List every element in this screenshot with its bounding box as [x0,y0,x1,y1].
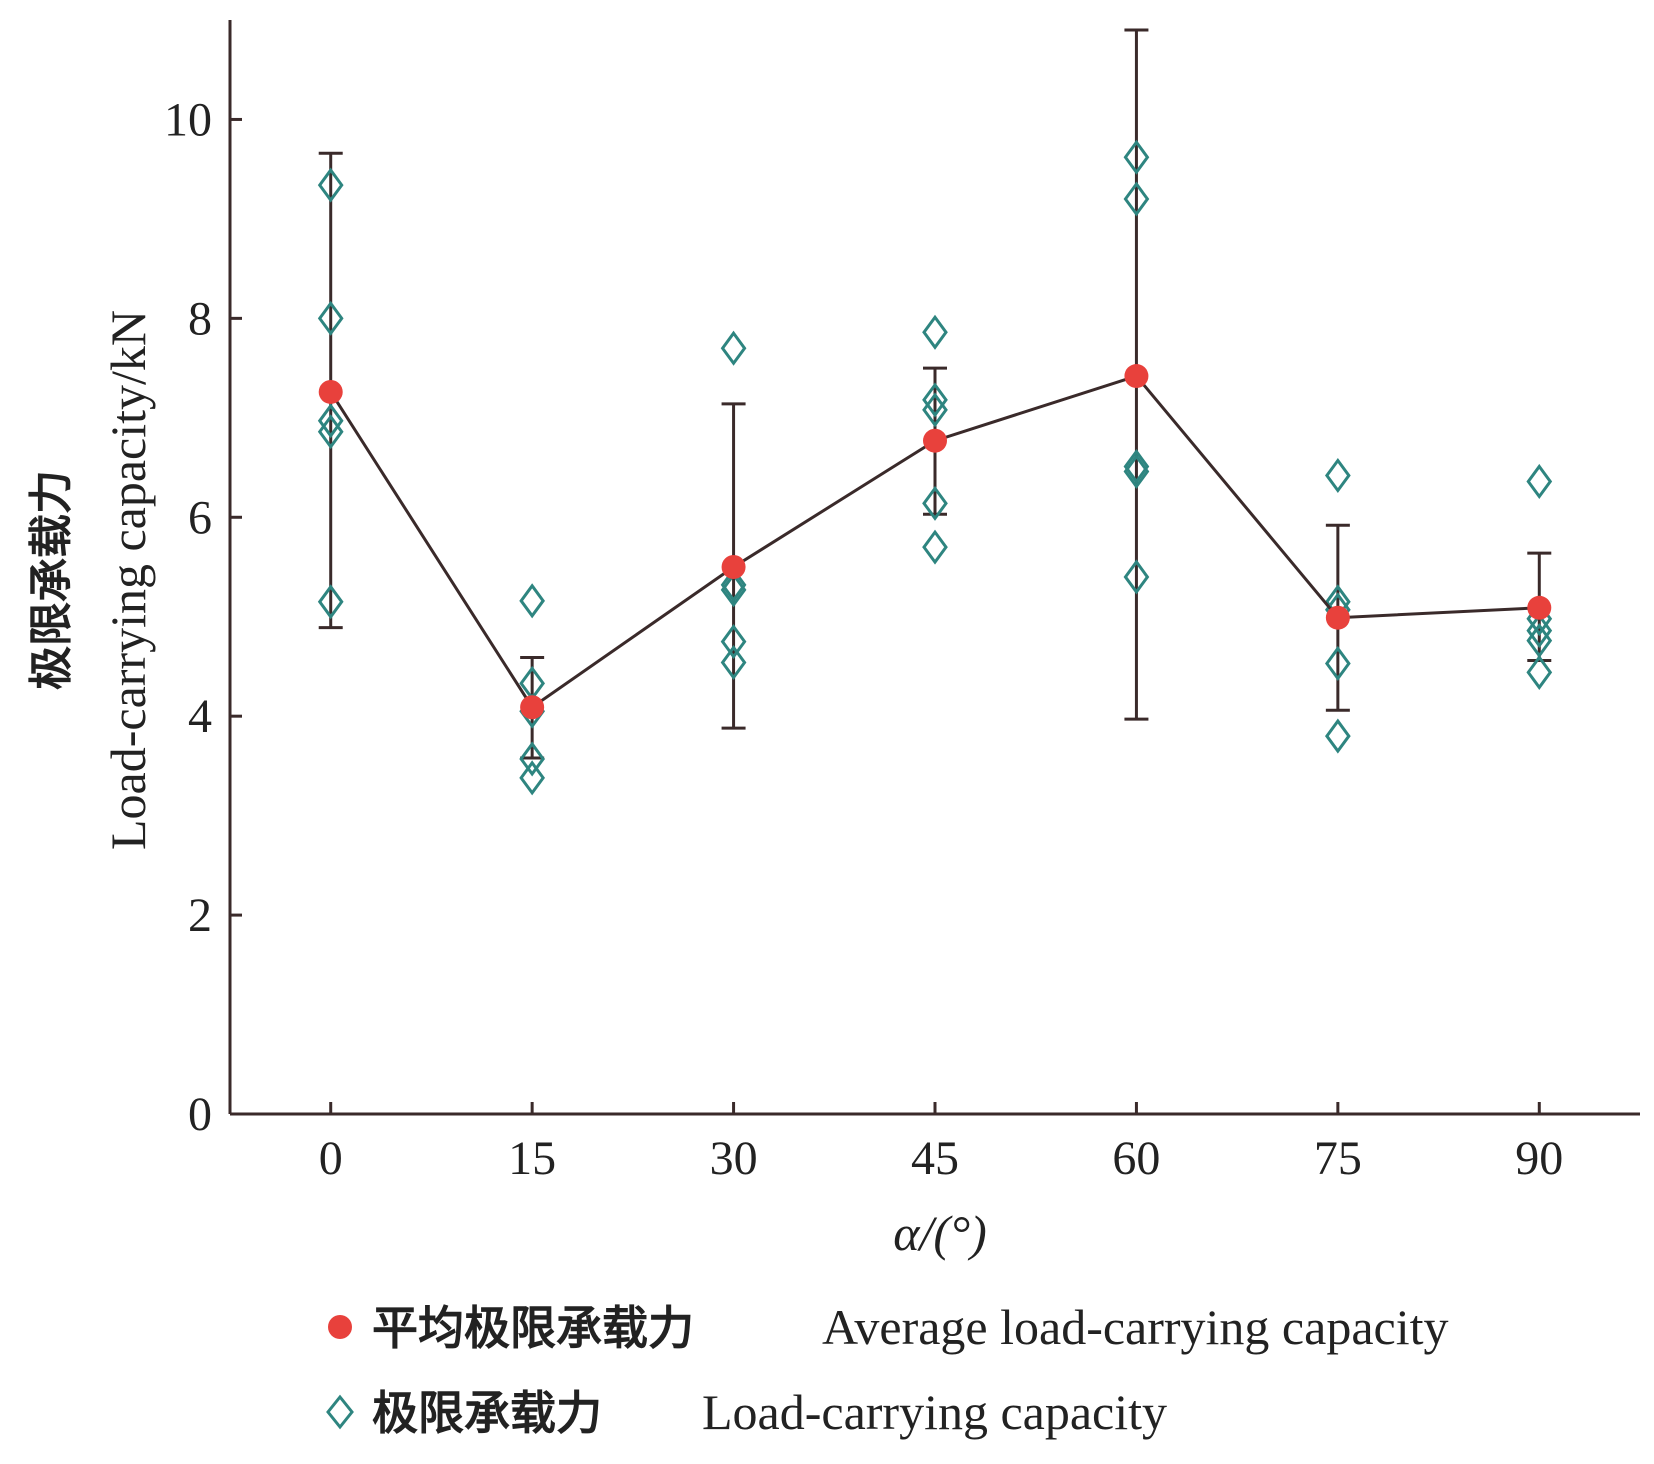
data-point [519,583,546,619]
data-point [519,741,546,777]
y-tick-label: 4 [188,690,212,743]
x-tick-label: 30 [710,1132,758,1185]
data-point [1526,654,1553,690]
y-tick-label: 0 [188,1088,212,1141]
legend-point-label-en: Load-carrying capacity [702,1384,1167,1440]
x-tick-label: 15 [508,1132,556,1185]
data-point [720,644,747,681]
data-point [1526,463,1553,500]
x-tick-label: 90 [1515,1132,1563,1185]
legend-point-label-cn: 极限承载力 [372,1386,602,1440]
x-tick-label: 45 [911,1132,959,1185]
data-point [1324,457,1351,494]
data-point [922,529,948,565]
data-point [720,567,747,603]
legend-mean-marker [328,1315,352,1339]
data-point [720,330,747,366]
mean-point [318,379,343,404]
legend-mean-label-en: Average load-carrying capacity [822,1299,1449,1355]
x-tick-label: 75 [1314,1132,1362,1185]
data-point [1123,559,1150,595]
data-point [1123,449,1150,485]
y-tick-label: 2 [188,889,212,942]
data-point [317,414,344,450]
data-point [317,300,344,336]
legend-mean-label-cn: 平均极限承载力 [372,1301,694,1355]
legend-point-marker [326,1394,354,1430]
data-point [1526,613,1553,649]
data-point [317,167,344,203]
y-axis-label-group: Load-carrying capacity/kN [100,310,156,850]
x-tick-label: 60 [1112,1132,1160,1185]
individual-points [317,139,1553,796]
data-point [922,485,948,521]
mean-point [721,555,746,579]
x-axis-label: α/(°) [893,1205,986,1261]
y-tick-label: 10 [164,93,212,146]
data-point [1123,453,1150,490]
y-axis-label-cn-group: 极限承载力 [26,470,77,690]
y-axis-label-cn: 极限承载力 [26,470,77,690]
mean-point [923,428,947,453]
x-tick-label: 0 [319,1132,343,1185]
legend: 平均极限承载力 Average load-carrying capacity 极… [326,1299,1449,1440]
data-point [1324,645,1351,682]
mean-point [1124,364,1149,389]
y-ticks: 0 2 4 6 8 10 [164,93,242,1141]
data-point [1324,718,1351,754]
data-point [720,572,747,608]
y-tick-label: 8 [188,292,212,345]
data-point [519,760,546,796]
data-point [922,314,948,350]
mean-points [318,364,1552,720]
data-point [1123,181,1150,217]
y-axis-label-en: Load-carrying capacity/kN [100,310,156,850]
mean-point [1527,595,1552,620]
data-point [922,392,948,428]
data-point [720,624,747,660]
x-ticks: 0 15 30 45 60 75 90 [319,1102,1563,1185]
data-point [922,382,948,418]
mean-point [520,695,545,720]
data-point [317,584,344,620]
data-point [317,403,344,439]
data-point [1123,139,1150,175]
y-tick-label: 6 [188,491,212,544]
mean-point [1325,605,1350,630]
